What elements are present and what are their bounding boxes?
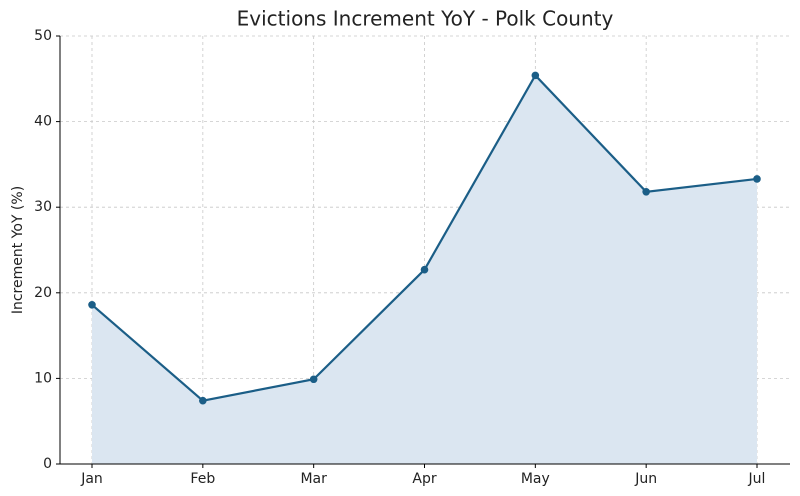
x-tick-label: Feb (190, 471, 215, 487)
point (420, 265, 429, 274)
x-tick-label: Mar (300, 471, 327, 487)
y-tick-label: 40 (34, 114, 52, 130)
point (199, 396, 207, 405)
x-tick-label: Apr (412, 471, 436, 487)
x-tick-label: Jan (80, 471, 103, 487)
y-axis-label: Increment YoY (%) (10, 186, 26, 314)
x-tick-label: May (521, 471, 550, 487)
point (753, 175, 761, 183)
y-tick-label: 0 (43, 456, 52, 472)
y-tick-label: 30 (34, 199, 52, 215)
y-tick-label: 50 (34, 28, 52, 44)
point (309, 375, 318, 384)
x-tick-label: Jul (748, 471, 766, 487)
y-tick-label: 10 (34, 370, 52, 386)
point (88, 300, 96, 309)
y-tick-label: 20 (34, 285, 52, 301)
point (642, 187, 650, 196)
chart-title: Evictions Increment YoY - Polk County (237, 7, 614, 31)
x-tick-label: Jun (634, 471, 657, 487)
point (531, 71, 540, 80)
